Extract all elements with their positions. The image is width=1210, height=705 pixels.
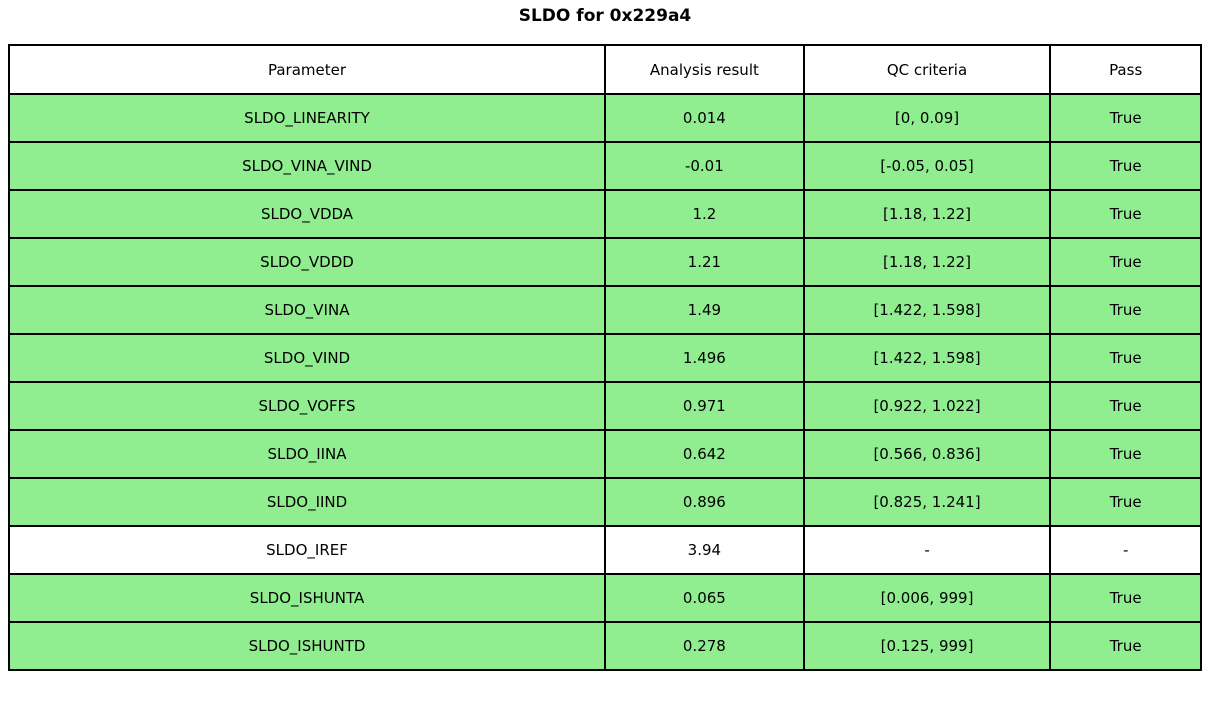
cell-qc-criteria: [1.18, 1.22] <box>802 189 1052 239</box>
cell-parameter: SLDO_ISHUNTD <box>7 621 607 671</box>
cell-qc-criteria: [0.825, 1.241] <box>802 477 1052 527</box>
column-header-parameter: Parameter <box>7 44 607 95</box>
cell-parameter: SLDO_IIND <box>7 477 607 527</box>
cell-qc-criteria: [0.006, 999] <box>802 573 1052 623</box>
cell-qc-criteria: [0.566, 0.836] <box>802 429 1052 479</box>
page-title: SLDO for 0x229a4 <box>518 6 692 26</box>
table-row-sldo-iind: SLDO_IIND 0.896 [0.825, 1.241] True <box>7 477 1202 527</box>
cell-qc-criteria: [1.18, 1.22] <box>802 237 1052 287</box>
cell-analysis-result: 0.014 <box>604 93 805 143</box>
table-row-sldo-iina: SLDO_IINA 0.642 [0.566, 0.836] True <box>7 429 1202 479</box>
cell-pass: True <box>1049 573 1202 623</box>
cell-parameter: SLDO_VIND <box>7 333 607 383</box>
column-header-analysis-result: Analysis result <box>604 44 805 95</box>
cell-pass: True <box>1049 189 1202 239</box>
cell-pass: True <box>1049 285 1202 335</box>
cell-qc-criteria: - <box>802 525 1052 575</box>
column-header-qc-criteria: QC criteria <box>802 44 1052 95</box>
cell-parameter: SLDO_VINA <box>7 285 607 335</box>
cell-analysis-result: -0.01 <box>604 141 805 191</box>
qc-table-body: SLDO_LINEARITY 0.014 [0, 0.09] True SLDO_VIN… <box>7 93 1202 671</box>
cell-pass: True <box>1049 621 1202 671</box>
cell-analysis-result: 0.278 <box>604 621 805 671</box>
column-header-pass: Pass <box>1049 44 1202 95</box>
cell-analysis-result: 3.94 <box>604 525 805 575</box>
header-row: Parameter Analysis result QC criteria Pass <box>7 44 1202 95</box>
cell-parameter: SLDO_IREF <box>7 525 607 575</box>
qc-table: Parameter Analysis result QC criteria Pass … <box>7 44 1202 671</box>
table-row-sldo-vina: SLDO_VINA 1.49 [1.422, 1.598] True <box>7 285 1202 335</box>
cell-analysis-result: 0.896 <box>604 477 805 527</box>
table-row-sldo-vddd: SLDO_VDDD 1.21 [1.18, 1.22] True <box>7 237 1202 287</box>
cell-pass: True <box>1049 333 1202 383</box>
table-row-sldo-linearity: SLDO_LINEARITY 0.014 [0, 0.09] True <box>7 93 1202 143</box>
table-row-sldo-iref: SLDO_IREF 3.94- - <box>7 525 1202 575</box>
cell-parameter: SLDO_IINA <box>7 429 607 479</box>
cell-parameter: SLDO_VDDA <box>7 189 607 239</box>
cell-analysis-result: 1.21 <box>604 237 805 287</box>
cell-pass: True <box>1049 237 1202 287</box>
cell-pass: True <box>1049 141 1202 191</box>
cell-pass: True <box>1049 429 1202 479</box>
cell-analysis-result: 1.2 <box>604 189 805 239</box>
cell-parameter: SLDO_VOFFS <box>7 381 607 431</box>
table-row-sldo-vdda: SLDO_VDDA 1.2 [1.18, 1.22] True <box>7 189 1202 239</box>
cell-analysis-result: 0.642 <box>604 429 805 479</box>
table-row-sldo-ishuntd: SLDO_ISHUNTD 0.278 [0.125, 999] True <box>7 621 1202 671</box>
cell-analysis-result: 1.49 <box>604 285 805 335</box>
cell-pass: True <box>1049 381 1202 431</box>
cell-pass: True <box>1049 93 1202 143</box>
table-row-sldo-ishunta: SLDO_ISHUNTA 0.065 [0.006, 999] True <box>7 573 1202 623</box>
cell-parameter: SLDO_ISHUNTA <box>7 573 607 623</box>
cell-pass: True <box>1049 477 1202 527</box>
cell-parameter: SLDO_LINEARITY <box>7 93 607 143</box>
cell-qc-criteria: [0.125, 999] <box>802 621 1052 671</box>
cell-analysis-result: 1.496 <box>604 333 805 383</box>
cell-qc-criteria: [-0.05, 0.05] <box>802 141 1052 191</box>
cell-pass: - <box>1049 525 1202 575</box>
cell-qc-criteria: [1.422, 1.598] <box>802 333 1052 383</box>
cell-qc-criteria: [1.422, 1.598] <box>802 285 1052 335</box>
cell-qc-criteria: [0.922, 1.022] <box>802 381 1052 431</box>
cell-parameter: SLDO_VINA_VIND <box>7 141 607 191</box>
cell-analysis-result: 0.971 <box>604 381 805 431</box>
cell-parameter: SLDO_VDDD <box>7 237 607 287</box>
table-row-sldo-voffs: SLDO_VOFFS 0.971 [0.922, 1.022] True <box>7 381 1202 431</box>
cell-analysis-result: 0.065 <box>604 573 805 623</box>
cell-qc-criteria: [0, 0.09] <box>802 93 1052 143</box>
table-row-sldo-vina-vind: SLDO_VINA_VIND -0.01 [-0.05, 0.05] True <box>7 141 1202 191</box>
table-row-sldo-vind: SLDO_VIND 1.496 [1.422, 1.598] True <box>7 333 1202 383</box>
